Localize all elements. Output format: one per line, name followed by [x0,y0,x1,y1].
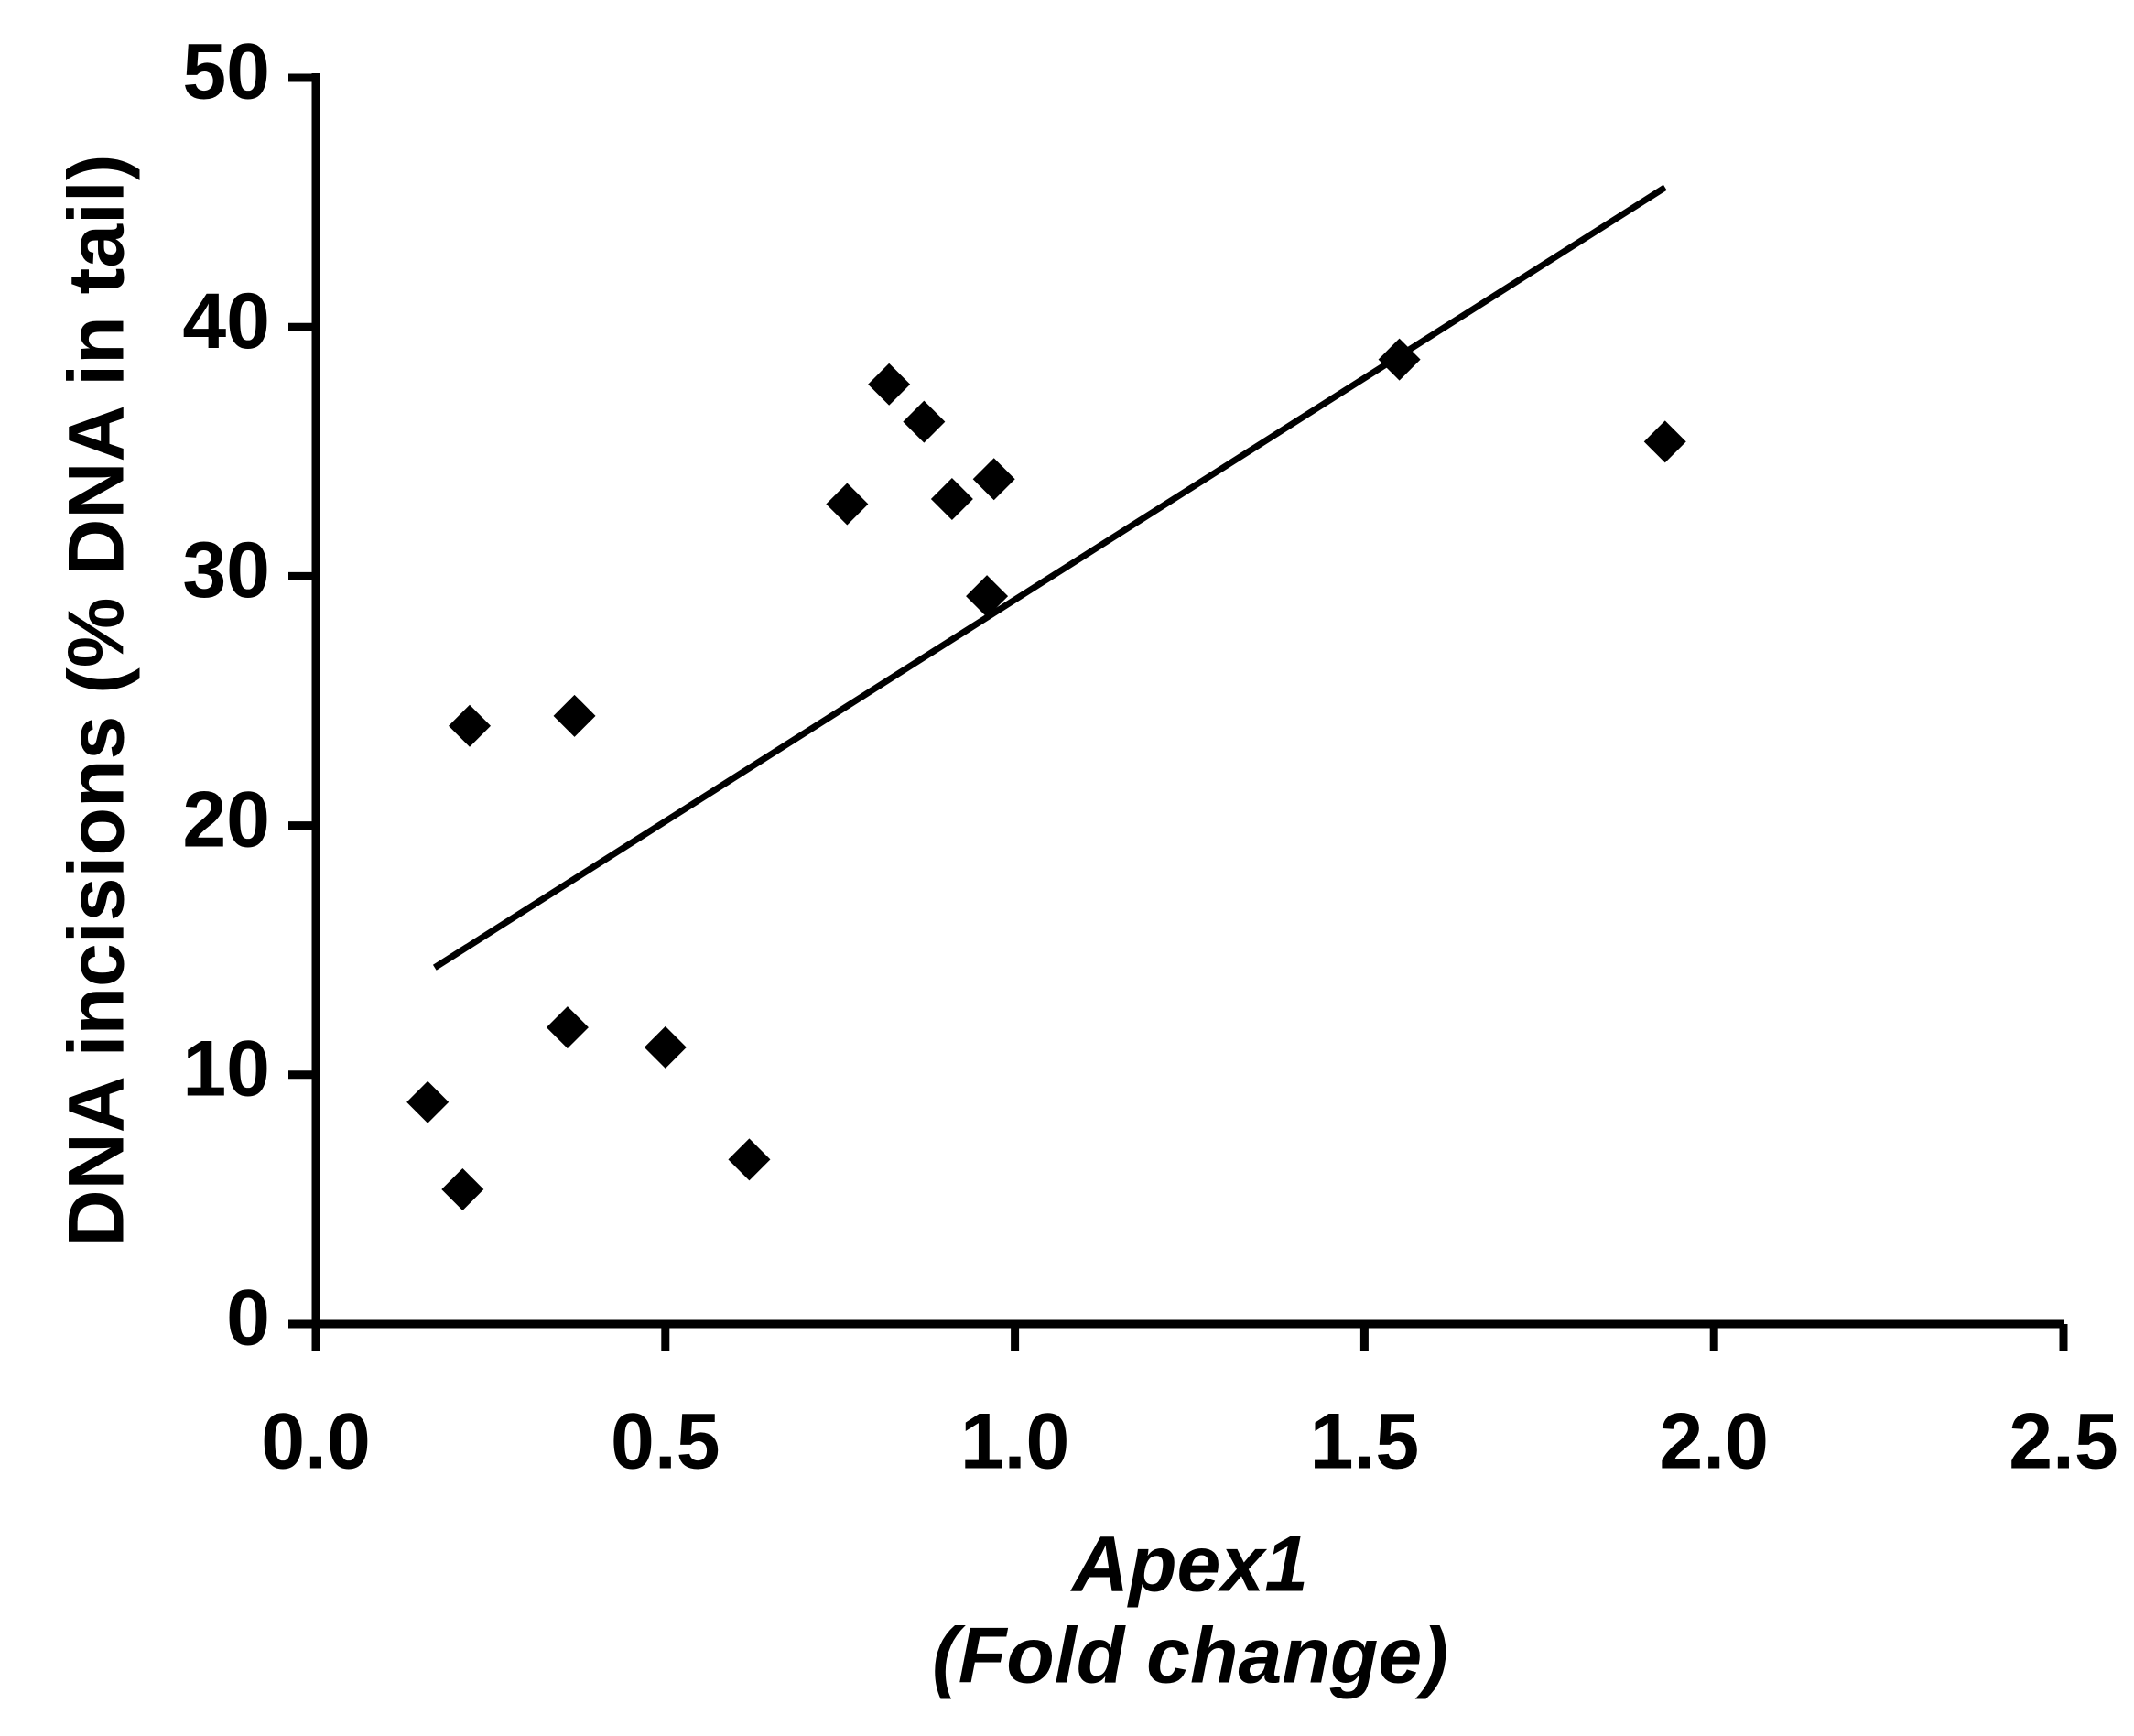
y-tick-label: 0 [226,1275,270,1362]
data-point [930,478,973,521]
x-tick-label: 2.5 [2009,1398,2118,1486]
data-point [903,400,946,443]
data-point [441,1168,484,1211]
x-axis-label: Apex1 [1070,1521,1308,1609]
data-point [972,458,1015,501]
data-point [966,575,1009,618]
x-tick-label: 1.0 [960,1398,1070,1486]
y-tick-label: 50 [182,28,270,116]
data-point [644,1025,687,1069]
data-point [546,1006,589,1049]
y-tick-label: 10 [182,1025,270,1113]
data-point [1643,420,1686,463]
y-axis-label: DNA incisions (% DNA in tail) [53,155,141,1247]
y-tick-label: 30 [182,526,270,614]
x-tick-label: 0.5 [611,1398,720,1486]
data-point [553,694,596,737]
y-tick-label: 20 [182,776,270,863]
x-tick-label: 1.5 [1310,1398,1420,1486]
data-point [826,483,869,526]
x-tick-label: 0.0 [261,1398,371,1486]
data-point [448,704,491,747]
data-point [868,363,911,406]
x-tick-label: 2.0 [1659,1398,1769,1486]
data-point [728,1138,771,1181]
data-point [1378,338,1421,381]
y-tick-label: 40 [182,277,270,365]
x-axis-label: (Fold change) [932,1612,1448,1700]
fit-line [432,184,1667,971]
data-point [406,1080,450,1123]
